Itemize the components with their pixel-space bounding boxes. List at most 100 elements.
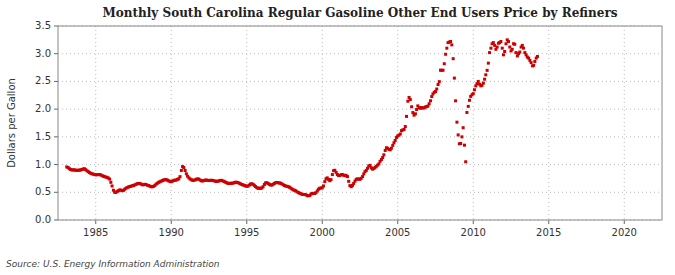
point [484, 73, 487, 76]
point [394, 139, 397, 142]
point [464, 160, 467, 163]
grid-line [548, 26, 549, 220]
point [507, 40, 510, 43]
grid-line [95, 26, 96, 220]
tick-label: 2000 [310, 227, 335, 238]
point [511, 48, 514, 51]
point [455, 121, 458, 124]
tick-label: 2010 [461, 227, 486, 238]
tick-mark [54, 109, 58, 110]
tick-mark [624, 220, 625, 224]
grid-line [58, 109, 662, 110]
tick-label: 0.0 [35, 214, 51, 225]
point [414, 112, 417, 115]
grid-line [58, 81, 662, 82]
point [518, 51, 521, 54]
point [361, 175, 364, 178]
grid-line [322, 26, 323, 220]
grid [58, 26, 662, 220]
tick-label: 2015 [536, 227, 561, 238]
point [496, 46, 499, 49]
axes: 0.00.51.01.52.02.53.03.51985199019952000… [35, 20, 662, 238]
point [438, 80, 441, 83]
point [532, 64, 535, 67]
tick-label: 2005 [385, 227, 410, 238]
plot-area [58, 26, 662, 220]
point [462, 126, 465, 129]
grid-line [58, 53, 662, 54]
point [381, 156, 384, 159]
point [499, 40, 502, 43]
source-note: Source: U.S. Energy Information Administ… [6, 259, 220, 269]
point [180, 169, 183, 172]
title: Monthly South Carolina Regular Gasoline … [102, 6, 617, 20]
point [409, 98, 412, 101]
point [443, 62, 446, 65]
point [346, 175, 349, 178]
point [111, 184, 114, 187]
point [457, 133, 460, 136]
grid-line [171, 26, 172, 220]
grid-line [58, 164, 662, 165]
point [404, 125, 407, 128]
point [347, 180, 350, 183]
point [460, 135, 463, 138]
point [482, 82, 485, 85]
tick-label: 2020 [612, 227, 637, 238]
point [179, 175, 182, 178]
tick-mark [54, 220, 58, 221]
point [323, 180, 326, 183]
point [521, 44, 524, 47]
point [322, 184, 325, 187]
tick-mark [246, 220, 247, 224]
point [410, 105, 413, 108]
chart: 0.00.51.01.52.02.53.03.51985199019952000… [0, 0, 675, 275]
point [477, 80, 480, 83]
point [522, 47, 525, 50]
point [184, 169, 187, 172]
point [536, 55, 539, 58]
points [65, 38, 539, 197]
point [435, 88, 438, 91]
point [489, 47, 492, 50]
point [405, 115, 408, 118]
point [331, 173, 334, 176]
point [182, 166, 185, 169]
point [467, 105, 470, 108]
grid-line [58, 192, 662, 193]
point [502, 53, 505, 56]
point [533, 60, 536, 63]
point [486, 69, 489, 72]
point [454, 99, 457, 102]
point [449, 40, 452, 43]
point [503, 50, 506, 53]
grid-line [246, 26, 247, 220]
tick-label: 2.5 [35, 75, 51, 86]
tick-label: 0.5 [35, 186, 51, 197]
point [430, 95, 433, 98]
y-axis-label: Dollars per Gallon [6, 78, 17, 168]
tick-label: 2.0 [35, 103, 51, 114]
grid-line [473, 26, 474, 220]
point [472, 92, 475, 95]
point [487, 62, 490, 65]
point [530, 61, 533, 64]
tick-label: 1995 [234, 227, 259, 238]
tick-mark [54, 164, 58, 165]
point [468, 99, 471, 102]
point [514, 51, 517, 54]
grid-line [397, 26, 398, 220]
point [483, 78, 486, 81]
point [445, 47, 448, 50]
tick-mark [54, 192, 58, 193]
point [442, 69, 445, 72]
tick-mark [54, 26, 58, 27]
tick-label: 3.5 [35, 20, 51, 31]
point [391, 144, 394, 147]
point [382, 153, 385, 156]
tick-label: 1.0 [35, 159, 51, 170]
tick-mark [54, 81, 58, 82]
point [444, 53, 447, 56]
grid-line [624, 26, 625, 220]
point [465, 111, 468, 114]
